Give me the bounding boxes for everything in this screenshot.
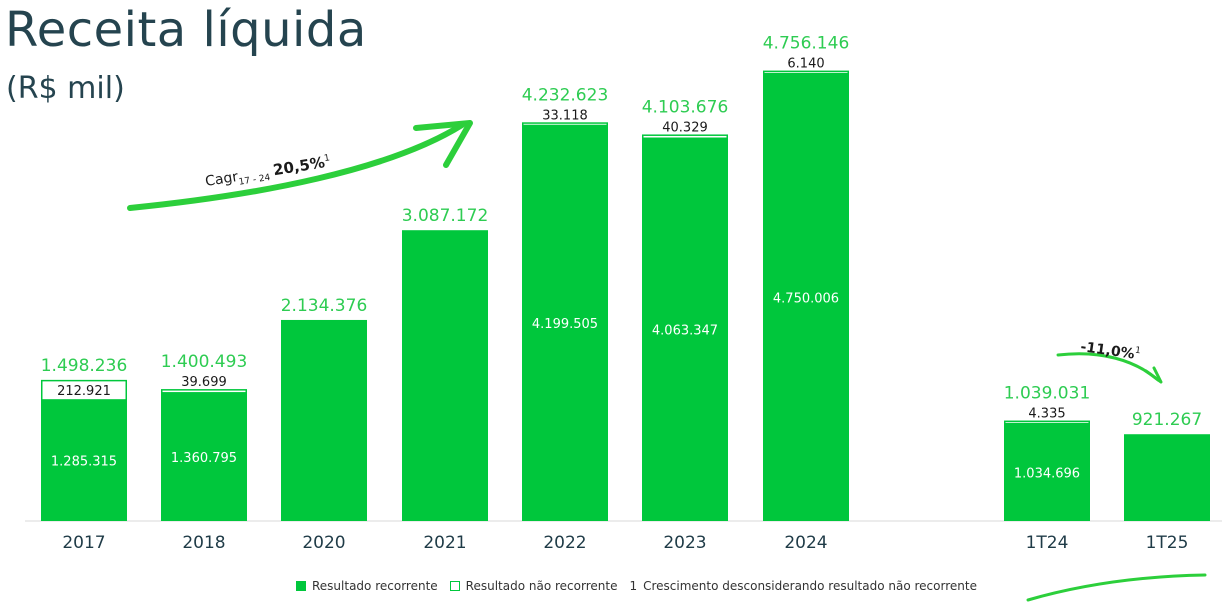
decorative-swoosh bbox=[1026, 573, 1207, 602]
label-total-2018: 1.400.493 bbox=[161, 352, 248, 372]
x-tick-label-1T25: 1T25 bbox=[1146, 533, 1189, 553]
bar-non-recurring-2023 bbox=[642, 134, 728, 140]
bar-recurring-2023 bbox=[642, 138, 728, 521]
bar-recurring-2021 bbox=[402, 230, 488, 521]
label-total-1T25: 921.267 bbox=[1132, 410, 1202, 430]
bar-non-recurring-2022 bbox=[522, 122, 608, 127]
svg-text:-11,0%1: -11,0%1 bbox=[1079, 338, 1141, 363]
x-tick-label-2022: 2022 bbox=[543, 533, 586, 553]
cagr-superscript: 1 bbox=[323, 153, 330, 164]
label-recurring-2023: 4.063.347 bbox=[652, 324, 718, 339]
quarter-growth-superscript: 1 bbox=[1134, 346, 1141, 357]
bar-recurring-1T25 bbox=[1124, 434, 1210, 521]
bar-non-recurring-2018 bbox=[161, 389, 247, 394]
label-recurring-1T24: 1.034.696 bbox=[1014, 466, 1080, 481]
x-tick-label-2017: 2017 bbox=[62, 533, 105, 553]
label-non-recurring-2023: 40.329 bbox=[662, 120, 708, 135]
quarter-growth-annotation: -11,0%1 bbox=[1079, 338, 1141, 363]
bar-recurring-2017 bbox=[41, 399, 127, 521]
label-total-2021: 3.087.172 bbox=[402, 206, 489, 226]
cagr-value: 20,5% bbox=[272, 153, 326, 179]
x-tick-label-2020: 2020 bbox=[302, 533, 345, 553]
bars-group: 212.921 1.498.236 1.285.315 2017 39.699 1.400… bbox=[41, 34, 1210, 553]
x-tick-label-2023: 2023 bbox=[663, 533, 706, 553]
legend-swatch-non-recurring bbox=[449, 581, 460, 591]
label-total-2023: 4.103.676 bbox=[642, 97, 729, 117]
cagr-subscript: 17 - 24 bbox=[238, 173, 271, 188]
x-tick-label-2021: 2021 bbox=[423, 533, 466, 553]
legend-swatch-recurring bbox=[296, 581, 306, 591]
bar-recurring-2020 bbox=[281, 319, 367, 521]
label-recurring-2024: 4.750.006 bbox=[773, 291, 839, 306]
label-non-recurring-2018: 39.699 bbox=[181, 375, 227, 390]
label-total-2022: 4.232.623 bbox=[522, 85, 609, 105]
legend-item-recurring: Resultado recorrente bbox=[296, 579, 438, 593]
label-total-2017: 1.498.236 bbox=[41, 356, 128, 376]
quarter-growth-value: -11,0% bbox=[1079, 339, 1135, 362]
label-total-2020: 2.134.376 bbox=[281, 296, 368, 316]
bar-recurring-1T24 bbox=[1004, 423, 1090, 521]
footnote-mark: 1 bbox=[629, 579, 638, 593]
label-non-recurring-2022: 33.118 bbox=[542, 108, 588, 123]
cagr-label: Cagr bbox=[204, 169, 239, 190]
label-recurring-2017: 1.285.315 bbox=[51, 454, 117, 469]
x-tick-label-1T24: 1T24 bbox=[1026, 533, 1069, 553]
legend-footnote: 1 Crescimento desconsiderando resultado … bbox=[629, 579, 977, 593]
cagr-arrow-head bbox=[413, 120, 473, 168]
label-recurring-2018: 1.360.795 bbox=[171, 451, 237, 466]
label-non-recurring-2024: 6.140 bbox=[787, 57, 824, 72]
bar-non-recurring-2024 bbox=[763, 70, 849, 75]
quarter-growth-arrow-head bbox=[1144, 366, 1163, 384]
x-tick-label-2024: 2024 bbox=[784, 533, 827, 553]
bar-non-recurring-1T24 bbox=[1004, 420, 1090, 425]
bar-recurring-2018 bbox=[161, 392, 247, 521]
label-non-recurring-1T24: 4.335 bbox=[1028, 407, 1065, 422]
legend: Resultado recorrente Resultado não recor… bbox=[296, 579, 989, 593]
chart-title: Receita líquida bbox=[5, 2, 367, 58]
cagr-arrow bbox=[127, 122, 465, 211]
label-total-1T24: 1.039.031 bbox=[1004, 384, 1091, 404]
legend-label-non-recurring: Resultado não recorrente bbox=[465, 579, 618, 593]
bar-non-recurring-2017 bbox=[41, 379, 127, 401]
chart-subtitle: (R$ mil) bbox=[6, 71, 125, 106]
legend-item-non-recurring: Resultado não recorrente bbox=[449, 579, 618, 593]
label-recurring-2022: 4.199.505 bbox=[532, 317, 598, 332]
x-tick-label-2018: 2018 bbox=[182, 533, 225, 553]
label-total-2024: 4.756.146 bbox=[763, 34, 850, 54]
bar-recurring-2024 bbox=[763, 73, 849, 521]
legend-label-recurring: Resultado recorrente bbox=[312, 579, 438, 593]
label-non-recurring-2017: 212.921 bbox=[57, 384, 111, 399]
bar-recurring-2022 bbox=[522, 125, 608, 521]
footnote-text: Crescimento desconsiderando resultado nã… bbox=[643, 579, 977, 593]
